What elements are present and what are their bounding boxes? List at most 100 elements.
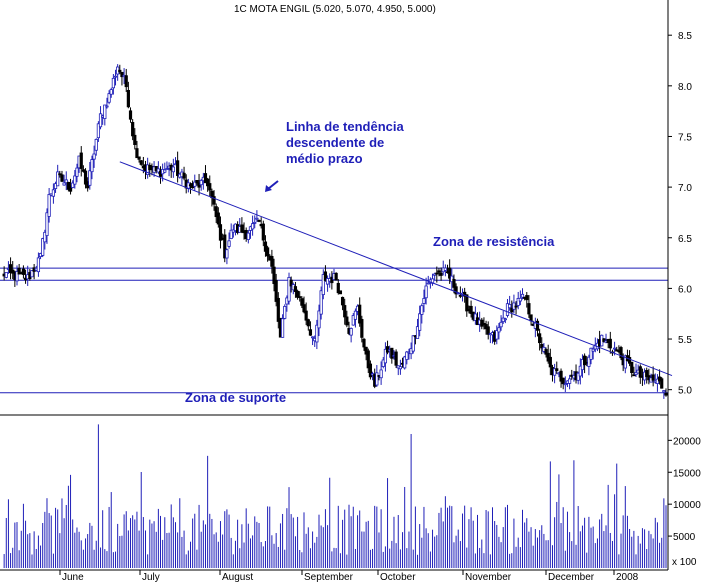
candle	[56, 164, 60, 187]
candle	[343, 298, 347, 325]
candle	[257, 219, 261, 223]
candle	[128, 107, 133, 123]
candle	[107, 90, 111, 105]
candle	[263, 235, 268, 257]
candle	[41, 237, 45, 258]
candle	[424, 277, 428, 305]
candle	[381, 357, 385, 369]
candle	[103, 104, 107, 126]
arrow-icon	[265, 180, 279, 192]
candle	[293, 281, 298, 298]
candle	[105, 97, 109, 109]
candle	[664, 388, 668, 397]
candle	[323, 265, 328, 282]
candle	[555, 361, 559, 374]
candle	[321, 269, 325, 300]
candle	[120, 71, 124, 86]
candle	[135, 140, 139, 159]
candle	[295, 289, 300, 300]
candle	[8, 257, 13, 280]
candle	[499, 315, 503, 331]
candle	[630, 361, 634, 378]
candle	[394, 349, 398, 368]
candle	[261, 220, 265, 247]
candle	[62, 174, 66, 186]
candle	[111, 74, 115, 95]
candle	[383, 342, 388, 372]
price-tick-label: 5.5	[678, 335, 692, 346]
candle	[608, 331, 612, 354]
candle	[47, 188, 51, 223]
candle	[645, 367, 649, 384]
candle	[535, 318, 540, 337]
candle	[527, 295, 531, 318]
volume-multiplier-label: x 100	[672, 557, 697, 568]
candle	[274, 273, 278, 307]
candle	[415, 318, 420, 339]
month-tick-label: July	[142, 572, 160, 582]
candle	[398, 359, 403, 375]
candle	[15, 265, 19, 286]
candle	[253, 215, 257, 229]
candle	[176, 151, 180, 183]
candle	[497, 322, 501, 340]
candle	[510, 300, 514, 318]
candle	[405, 350, 409, 365]
candle	[165, 161, 169, 171]
candle	[559, 368, 563, 388]
candle	[587, 354, 591, 376]
volume-tick-label: 10000	[673, 500, 701, 511]
candle	[390, 347, 394, 364]
candle	[422, 289, 426, 313]
candle	[632, 366, 636, 377]
candle	[118, 64, 122, 75]
candle	[634, 363, 638, 378]
price-tick-label: 7.0	[678, 183, 692, 194]
volume-tick-label: 5000	[673, 532, 696, 543]
candle	[505, 299, 510, 318]
candle	[514, 301, 518, 315]
candle	[98, 106, 103, 130]
annotations: Linha de tendência descendente de médio …	[185, 119, 555, 405]
support-label: Zona de suporte	[185, 390, 286, 405]
trendline-label-line-2: descendente de	[286, 135, 384, 150]
candle	[64, 171, 68, 191]
candle	[366, 348, 370, 374]
candle	[229, 223, 233, 240]
trendline-label-line-1: Linha de tendência	[286, 119, 405, 134]
candle	[163, 162, 167, 174]
candle	[403, 355, 407, 370]
candle	[276, 292, 280, 329]
candle	[212, 190, 216, 211]
candle	[137, 156, 141, 163]
price-tick-label: 7.5	[678, 132, 692, 143]
candle	[465, 294, 469, 317]
candle	[503, 317, 507, 324]
candle	[317, 304, 321, 337]
candle	[289, 276, 293, 293]
candle	[568, 374, 572, 390]
candle	[315, 319, 319, 350]
candle	[591, 346, 595, 360]
month-tick-label: 2008	[616, 572, 639, 582]
candle	[216, 207, 220, 228]
candle	[195, 180, 199, 186]
volume-tick-label: 20000	[673, 436, 701, 447]
candle	[156, 161, 160, 175]
candle	[437, 267, 441, 277]
candle	[36, 252, 41, 277]
candle	[469, 300, 473, 318]
candle	[336, 279, 340, 295]
candle	[139, 159, 143, 166]
volume-ticks: 20000 15000 10000 5000 x 100	[668, 436, 701, 568]
candle	[171, 158, 175, 178]
candle	[4, 272, 8, 279]
candle	[473, 306, 477, 325]
price-tick-label: 8.5	[678, 31, 692, 42]
candle	[544, 347, 548, 358]
candle	[109, 87, 113, 98]
candle	[563, 376, 567, 392]
candle	[113, 69, 118, 86]
candle	[368, 360, 373, 380]
